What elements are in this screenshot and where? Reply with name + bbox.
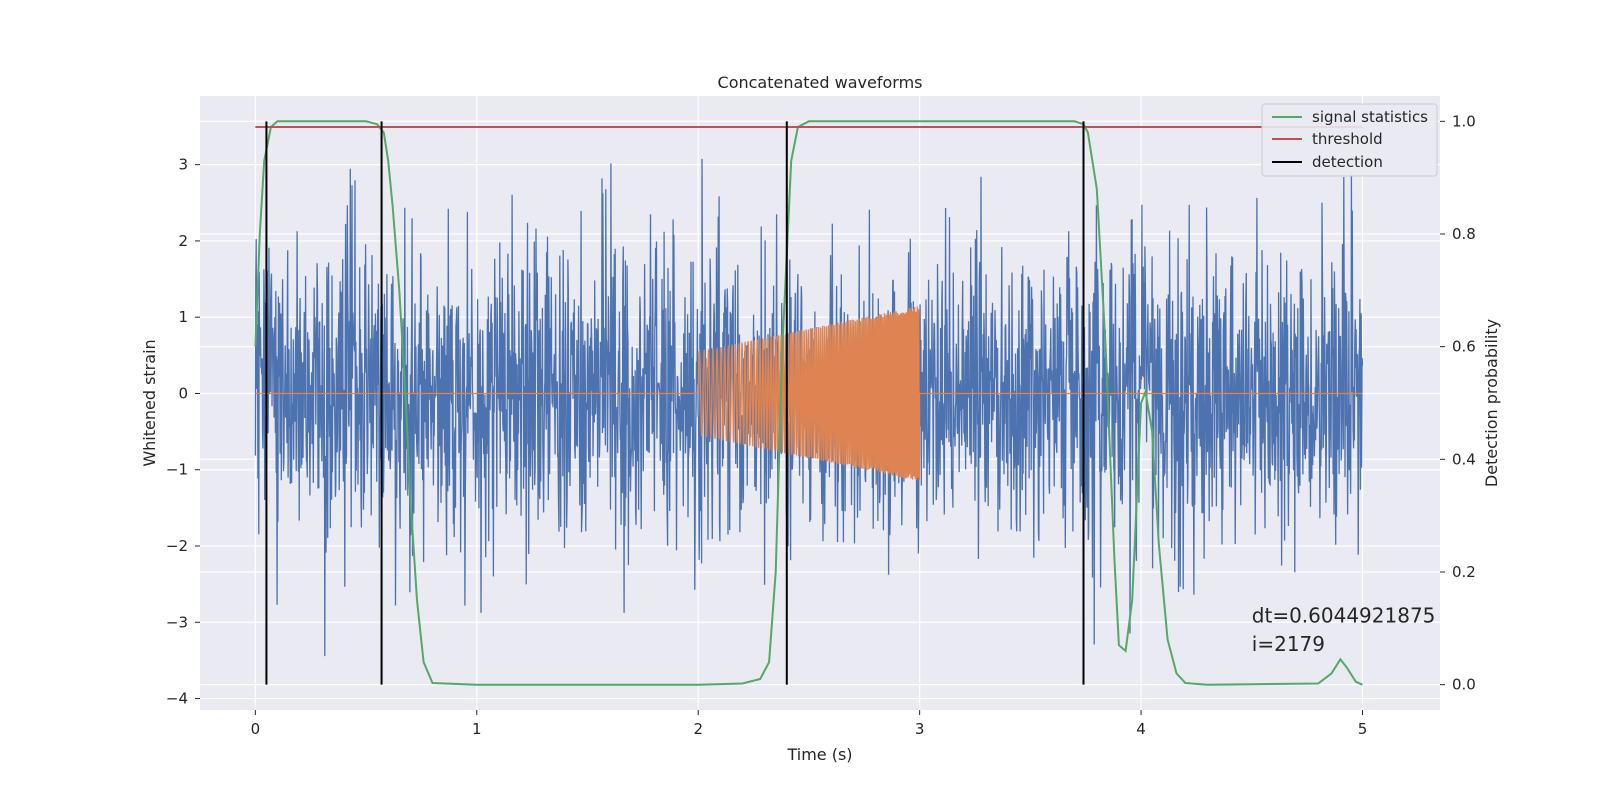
legend-box (1261, 103, 1438, 177)
y-axis-label-left: Whitened strain (140, 339, 159, 466)
y-tick-label-left: −3 (166, 613, 188, 631)
annotation-text: dt=0.6044921875 (1252, 604, 1436, 628)
strain-series-line (254, 158, 1364, 657)
x-tick-label: 1 (472, 720, 482, 738)
legend-label-detection: detection (1312, 153, 1383, 171)
x-tick-label: 2 (693, 720, 703, 738)
x-tick-label: 4 (1136, 720, 1146, 738)
y-tick-label-right: 0.8 (1452, 225, 1476, 243)
y-tick-label-left: 2 (178, 232, 188, 250)
chirp-series-line (255, 306, 1363, 481)
y-tick-label-left: 3 (178, 156, 188, 174)
annotations: dt=0.6044921875 i=2179 (1252, 604, 1436, 656)
y-axis-label-right: Detection probability (1482, 319, 1501, 487)
y-tick-label-right: 0.4 (1452, 450, 1476, 468)
legend-label-signal-statistics: signal statistics (1312, 108, 1428, 126)
x-tick-label: 3 (915, 720, 925, 738)
y-tick-label-right: 0.6 (1452, 338, 1476, 356)
legend-label-threshold: threshold (1312, 130, 1383, 148)
y-tick-label-left: −2 (166, 537, 188, 555)
y-tick-label-left: 1 (178, 308, 188, 326)
plot-area (254, 120, 1364, 686)
x-tick-label: 0 (251, 720, 261, 738)
x-axis-label: Time (s) (786, 745, 852, 764)
y-tick-label-right: 1.0 (1452, 112, 1476, 130)
x-tick-label: 5 (1358, 720, 1368, 738)
annotation-text: i=2179 (1252, 632, 1325, 656)
y-tick-label-left: −4 (166, 690, 188, 708)
y-tick-label-left: −1 (166, 461, 188, 479)
y-tick-label-left: 0 (178, 384, 188, 402)
y-tick-label-right: 0.0 (1452, 676, 1476, 694)
chart-title: Concatenated waveforms (718, 73, 923, 92)
axes: 0 1 2 3 4 5 −4 −3 −2 −1 0 1 2 3 0.0 0.2 0.4 0.6 0.8 1.0 (166, 112, 1476, 738)
y-tick-label-right: 0.2 (1452, 563, 1476, 581)
legend: signal statistics threshold detection (1261, 103, 1438, 177)
